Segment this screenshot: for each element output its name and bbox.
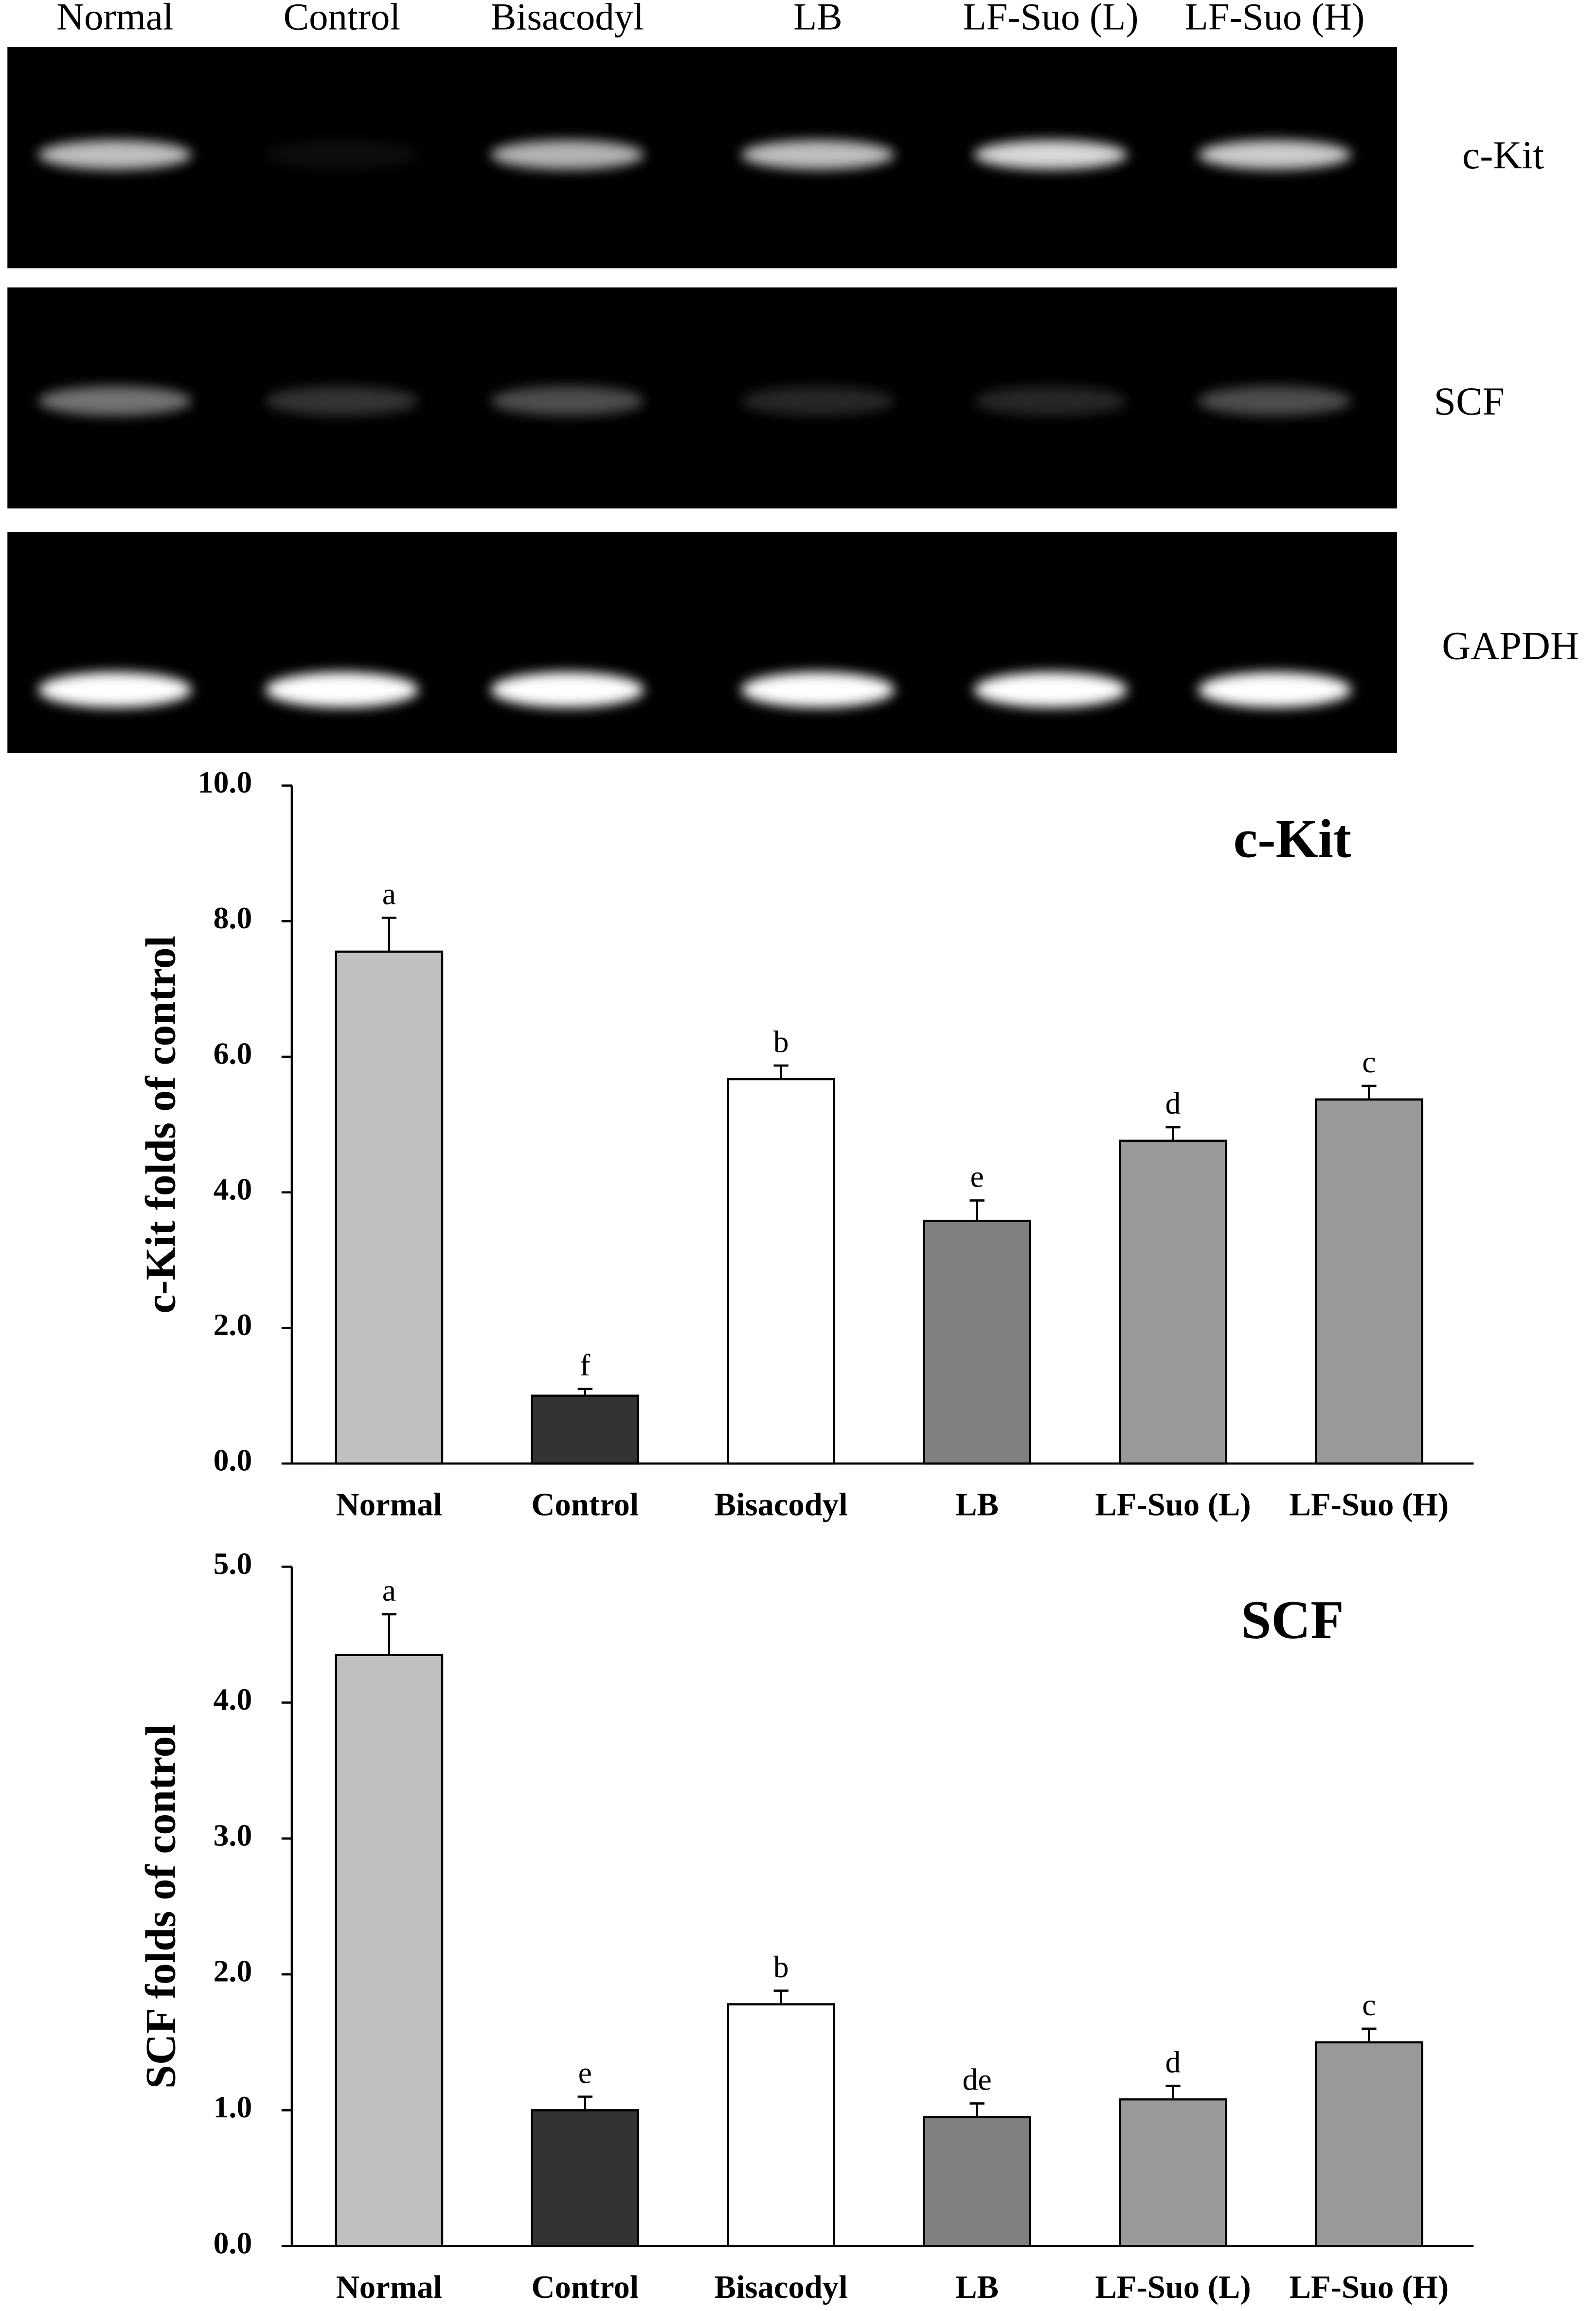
- lane-label: LB: [793, 0, 843, 38]
- gel-band: [974, 386, 1128, 416]
- x-tick-label: LF-Suo (L): [1095, 2270, 1251, 2305]
- x-tick-label: Normal: [336, 2270, 442, 2305]
- gel-band: [490, 386, 644, 416]
- x-tick-label: LB: [955, 2270, 999, 2305]
- bar: [1119, 2098, 1227, 2247]
- lane-label: Normal: [56, 0, 174, 38]
- significance-label: de: [963, 2062, 992, 2097]
- gel-band: [974, 672, 1128, 708]
- y-tick-label: 0.0: [214, 2225, 252, 2260]
- band-label: GAPDH: [1442, 624, 1579, 668]
- x-tick-label: Bisacodyl: [715, 2270, 848, 2305]
- significance-label: d: [1166, 2044, 1181, 2079]
- y-tick-label: 3.0: [214, 1818, 252, 1852]
- significance-label: a: [382, 1573, 396, 1607]
- gel-band: [490, 140, 644, 170]
- bar: [531, 1394, 640, 1465]
- x-tick-label: Control: [531, 2270, 639, 2305]
- x-tick-label: Normal: [336, 1487, 442, 1522]
- significance-label: a: [382, 877, 396, 911]
- gel-band: [265, 140, 419, 170]
- y-tick-label: 2.0: [214, 1954, 252, 1988]
- chart-title: c-Kit: [1233, 809, 1351, 869]
- y-tick-label: 5.0: [214, 1546, 252, 1581]
- gel-panel: [7, 287, 1397, 509]
- significance-label: c: [1362, 1987, 1376, 2022]
- bar: [727, 1078, 835, 1465]
- significance-label: b: [773, 1024, 789, 1059]
- gel-band: [741, 386, 895, 416]
- significance-label: e: [970, 1159, 984, 1194]
- lane-label: LF-Suo (H): [1185, 0, 1365, 38]
- y-axis-label: c-Kit folds of control: [138, 936, 185, 1314]
- x-tick-label: Control: [531, 1487, 639, 1522]
- bar: [923, 1219, 1031, 1465]
- y-tick-label: 4.0: [214, 1172, 252, 1206]
- y-tick-label: 6.0: [214, 1036, 252, 1071]
- significance-label: f: [580, 1348, 591, 1382]
- y-tick-label: 4.0: [214, 1682, 252, 1716]
- gel-panel: [7, 532, 1397, 753]
- gel-band: [490, 672, 644, 708]
- bar: [335, 1654, 444, 2247]
- lane-label: Control: [284, 0, 401, 38]
- gel-band: [741, 140, 895, 170]
- gel-band: [265, 672, 419, 708]
- gel-band: [741, 672, 895, 708]
- bar: [1315, 1098, 1423, 1465]
- bar: [1315, 2041, 1423, 2247]
- y-tick-label: 1.0: [214, 2090, 252, 2124]
- gel-band: [1198, 140, 1352, 170]
- band-label: c-Kit: [1462, 133, 1544, 177]
- lane-label: LF-Suo (L): [963, 0, 1139, 38]
- band-label: SCF: [1434, 379, 1505, 423]
- bar: [923, 2116, 1031, 2247]
- bar: [531, 2109, 640, 2247]
- gel-band: [1198, 672, 1352, 708]
- significance-label: c: [1362, 1045, 1376, 1079]
- gel-band: [38, 386, 192, 416]
- gel-panel: [7, 47, 1397, 269]
- lane-label: Bisacodyl: [491, 0, 644, 38]
- y-tick-label: 10.0: [198, 765, 252, 799]
- bar: [727, 2003, 835, 2247]
- x-tick-label: LF-Suo (H): [1290, 1487, 1449, 1522]
- y-axis-label: SCF folds of control: [138, 1724, 185, 2089]
- chart-title: SCF: [1241, 1590, 1344, 1650]
- y-tick-label: 0.0: [214, 1443, 252, 1478]
- significance-label: b: [773, 1950, 789, 1984]
- gel-band: [1198, 386, 1352, 416]
- significance-label: d: [1166, 1086, 1181, 1120]
- significance-label: e: [578, 2056, 592, 2090]
- gel-band: [38, 140, 192, 170]
- y-tick-label: 2.0: [214, 1307, 252, 1342]
- x-tick-label: Bisacodyl: [715, 1487, 848, 1522]
- bar: [335, 950, 444, 1465]
- x-tick-label: LF-Suo (L): [1095, 1487, 1251, 1522]
- x-tick-label: LF-Suo (H): [1290, 2270, 1449, 2305]
- bar: [1119, 1139, 1227, 1465]
- gel-band: [974, 140, 1128, 170]
- gel-band: [265, 386, 419, 416]
- x-tick-label: LB: [955, 1487, 999, 1522]
- y-tick-label: 8.0: [214, 901, 252, 935]
- gel-band: [38, 672, 192, 708]
